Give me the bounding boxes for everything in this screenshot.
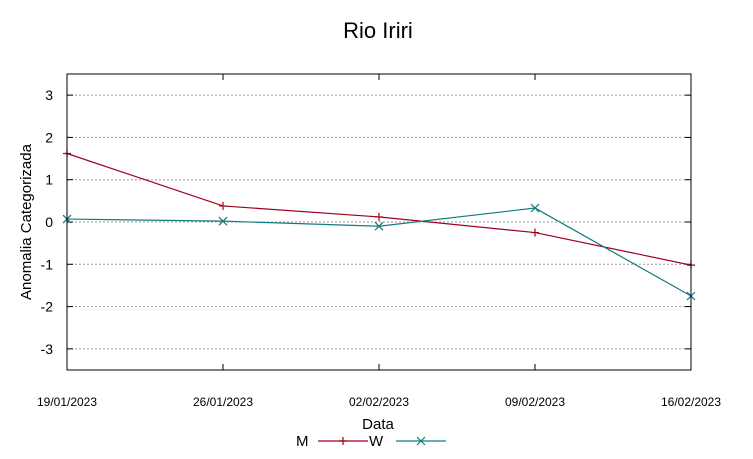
data-series — [62, 149, 696, 301]
y-axis-label: Anomalia Categorizada — [18, 143, 35, 300]
data-point-W — [374, 221, 384, 231]
legend-marker-M — [339, 437, 347, 445]
y-tick-label: -1 — [41, 256, 54, 272]
data-point-M — [375, 212, 383, 221]
data-point-W — [530, 203, 540, 213]
y-tick-label: -3 — [41, 341, 54, 357]
y-axis-ticks: 3 2 1 0 -1 -2 -3 — [41, 87, 691, 357]
legend-marker-W — [416, 436, 426, 446]
series-W — [62, 203, 696, 301]
data-point-W — [218, 216, 228, 226]
y-tick-label: 3 — [45, 87, 53, 103]
y-tick-label: 0 — [45, 214, 53, 230]
y-tick-label: 1 — [45, 172, 53, 188]
series-line-M — [66, 152, 692, 266]
y-tick-label: 2 — [45, 129, 53, 145]
series-line-W — [66, 207, 692, 297]
y-tick-label: -2 — [41, 299, 54, 315]
x-tick-label: 09/02/2023 — [505, 395, 565, 409]
x-tick-label: 16/02/2023 — [661, 395, 721, 409]
x-axis-label: Data — [362, 416, 394, 433]
x-axis-ticks: 19/01/2023 26/01/2023 02/02/2023 09/02/2023… — [37, 74, 721, 409]
series-M — [63, 149, 695, 270]
x-tick-label: 02/02/2023 — [349, 395, 409, 409]
x-tick-label: 19/01/2023 — [37, 395, 97, 409]
data-point-M — [219, 201, 227, 210]
data-point-M — [531, 228, 539, 237]
chart-title: Rio Iriri — [343, 18, 413, 43]
x-tick-label: 26/01/2023 — [193, 395, 253, 409]
grid-lines — [67, 94, 691, 350]
legend-label-M: M — [296, 433, 309, 450]
legend-label-W: W — [369, 433, 384, 450]
plot-frame — [66, 73, 692, 371]
